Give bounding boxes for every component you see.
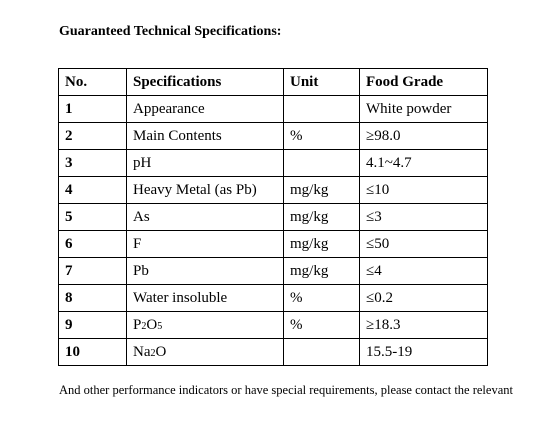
row-specification: Heavy Metal (as Pb) [126,176,284,204]
row-specification: Pb [126,257,284,285]
table-row: 10 Na2O 15.5-19 [58,338,488,366]
row-unit: mg/kg [283,203,360,231]
row-food-grade: ≤3 [359,203,488,231]
row-unit: % [283,284,360,312]
row-food-grade: 4.1~4.7 [359,149,488,177]
row-food-grade: ≥98.0 [359,122,488,150]
row-food-grade: ≤10 [359,176,488,204]
row-unit [283,338,360,366]
formula-subscript: 2 [141,320,147,332]
row-unit [283,95,360,123]
table-row: 6 F mg/kg ≤50 [58,230,488,258]
row-food-grade: ≥18.3 [359,311,488,339]
formula-element: O [155,343,167,360]
table-row: 9 P2O5 % ≥18.3 [58,311,488,339]
section-heading: Guaranteed Technical Specifications: [59,24,282,39]
formula-element: Na [133,343,151,360]
table-row: 7 Pb mg/kg ≤4 [58,257,488,285]
footer-note: And other performance indicators or have… [59,383,513,397]
row-no: 4 [58,176,127,204]
table-row: 3 pH 4.1~4.7 [58,149,488,177]
row-no: 5 [58,203,127,231]
row-unit: mg/kg [283,257,360,285]
row-specification: pH [126,149,284,177]
formula-element: O [146,316,158,333]
table-header-row: No. Specifications Unit Food Grade [58,68,488,96]
row-unit: mg/kg [283,230,360,258]
table-row: 8 Water insoluble % ≤0.2 [58,284,488,312]
formula-element: P [133,316,142,333]
row-specification: Water insoluble [126,284,284,312]
row-unit: mg/kg [283,176,360,204]
row-specification: Appearance [126,95,284,123]
row-no: 3 [58,149,127,177]
row-food-grade: White powder [359,95,488,123]
row-specification: Na2O [126,338,284,366]
row-food-grade: 15.5-19 [359,338,488,366]
row-food-grade: ≤4 [359,257,488,285]
row-specification: P2O5 [126,311,284,339]
table-row: 2 Main Contents % ≥98.0 [58,122,488,150]
header-no: No. [58,68,127,96]
row-no: 2 [58,122,127,150]
table-row: 5 As mg/kg ≤3 [58,203,488,231]
row-no: 10 [58,338,127,366]
row-specification: Main Contents [126,122,284,150]
specifications-table: No. Specifications Unit Food Grade 1 App… [58,68,488,366]
row-no: 8 [58,284,127,312]
formula-subscript: 5 [157,320,163,332]
row-no: 7 [58,257,127,285]
row-no: 6 [58,230,127,258]
table-row: 4 Heavy Metal (as Pb) mg/kg ≤10 [58,176,488,204]
row-specification: F [126,230,284,258]
row-unit [283,149,360,177]
formula-subscript: 2 [150,347,156,359]
row-no: 9 [58,311,127,339]
header-specifications: Specifications [126,68,284,96]
header-unit: Unit [283,68,360,96]
row-no: 1 [58,95,127,123]
row-food-grade: ≤0.2 [359,284,488,312]
header-food-grade: Food Grade [359,68,488,96]
row-specification: As [126,203,284,231]
row-food-grade: ≤50 [359,230,488,258]
table-row: 1 Appearance White powder [58,95,488,123]
row-unit: % [283,122,360,150]
row-unit: % [283,311,360,339]
